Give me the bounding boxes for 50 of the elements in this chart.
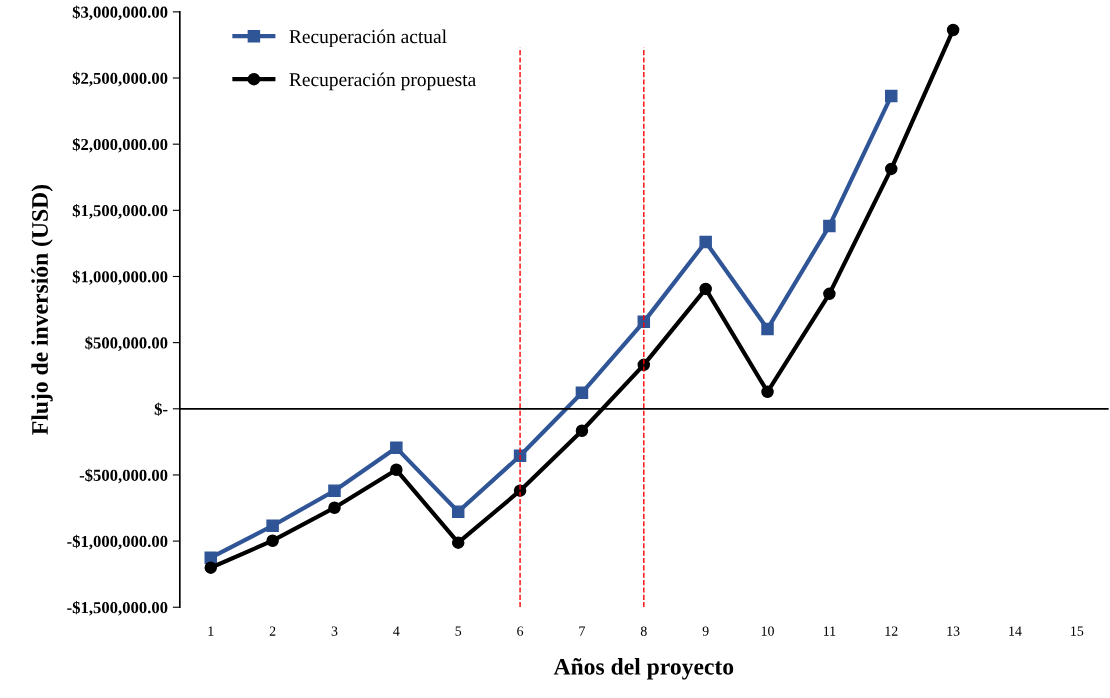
point — [451, 505, 465, 518]
x-axis-title: Años del proyecto — [553, 658, 734, 680]
x-tick-label: 10 — [761, 626, 774, 636]
x-tick-label: 12 — [885, 626, 898, 636]
point — [699, 282, 712, 296]
y-tick-label: -$1,500,000.00 — [67, 600, 168, 616]
legend-label: Recuperación propuesta — [289, 72, 476, 91]
x-tick-label: 3 — [331, 626, 338, 636]
x-tick-label: 13 — [947, 626, 960, 636]
point — [451, 536, 465, 549]
x-tick-label: 15 — [1071, 626, 1084, 636]
point — [390, 463, 403, 477]
y-tick-label: -$1,000,000.00 — [67, 534, 168, 550]
point — [699, 235, 712, 249]
x-tick-label: 8 — [640, 626, 647, 636]
point — [885, 89, 898, 103]
y-tick-label: $3,000,000.00 — [72, 5, 168, 21]
point — [575, 386, 589, 400]
x-tick-label: 5 — [455, 626, 462, 636]
point — [328, 501, 341, 515]
x-tick-label: 11 — [823, 626, 836, 636]
y-tick-label: $1,000,000.00 — [72, 270, 168, 285]
point — [575, 424, 589, 438]
y-axis-title: Flujo de inversión (USD) — [31, 185, 53, 435]
y-tick-label: -$500,000.00 — [79, 468, 168, 484]
x-tick-label: 1 — [208, 626, 214, 636]
point — [328, 484, 341, 497]
point — [204, 561, 218, 574]
point — [761, 385, 774, 399]
point — [390, 441, 403, 455]
point — [823, 219, 836, 233]
x-tick-label: 14 — [1009, 626, 1022, 636]
point — [637, 358, 651, 372]
point — [761, 322, 774, 336]
x-tick-label: 6 — [517, 626, 524, 636]
y-tick-label: $1,500,000.00 — [72, 204, 168, 219]
x-tick-label: 7 — [579, 626, 586, 636]
legend-label: Recuperación actual — [289, 29, 447, 48]
x-tick-label: 4 — [393, 626, 400, 636]
y-tick-label: $- — [154, 402, 168, 416]
y-tick-label: $500,000.00 — [85, 336, 168, 351]
x-tick-label: 2 — [269, 626, 276, 636]
point — [885, 162, 898, 176]
y-tick-label: $2,000,000.00 — [72, 137, 168, 153]
point — [946, 23, 960, 37]
point — [266, 534, 279, 547]
point — [823, 287, 836, 301]
y-tick-label: $2,500,000.00 — [72, 71, 168, 87]
point — [266, 519, 279, 533]
x-tick-label: 9 — [702, 626, 709, 636]
